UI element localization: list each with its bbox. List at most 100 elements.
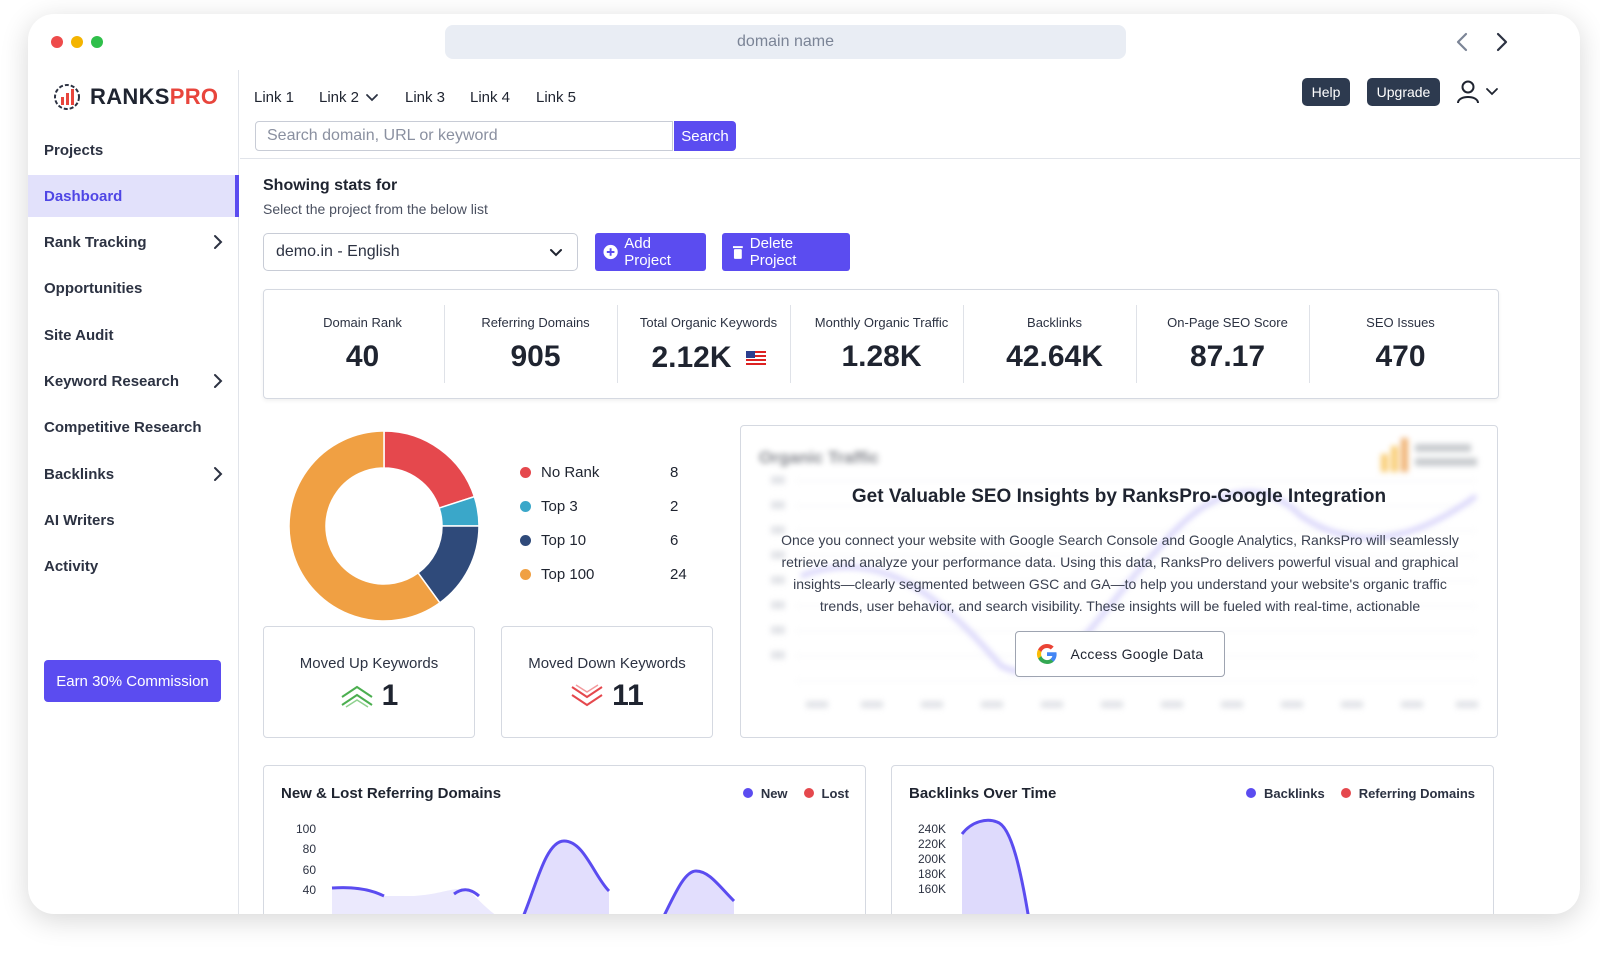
backlinks-chart-svg (960, 818, 1030, 914)
backlinks-chart-legend: Backlinks Referring Domains (1245, 786, 1475, 801)
user-icon (1457, 80, 1498, 104)
logo-icon (54, 84, 80, 110)
main-content: Link 1 Link 2 Link 3 Link 4 Link 5 Help … (240, 70, 1580, 914)
sidebar-item-backlinks[interactable]: Backlinks (28, 453, 239, 495)
moved-down-card: Moved Down Keywords 11 (501, 626, 713, 738)
sidebar-item-label: Projects (44, 141, 104, 159)
trash-icon (732, 245, 743, 259)
project-select[interactable]: demo.in - English (263, 233, 578, 271)
nav-link-4[interactable]: Link 4 (470, 89, 511, 106)
stat-value: 40 (345, 340, 380, 373)
sidebar-item-opportunities[interactable]: Opportunities (28, 267, 239, 309)
legend-top-10: Top 10 6 (520, 532, 678, 549)
moved-up-value: 1 (381, 679, 399, 712)
add-project-button[interactable]: Add Project (595, 233, 706, 271)
legend-top-100: Top 100 24 (520, 566, 687, 583)
header-divider (240, 158, 1580, 159)
moved-down-value-wrap: 11 (502, 679, 712, 713)
legend-lost[interactable]: Lost (803, 786, 849, 801)
stat-value: 470 (1375, 340, 1426, 373)
legend-label: New (760, 786, 788, 801)
stat-label: Backlinks (1027, 315, 1082, 330)
sidebar-item-dashboard[interactable]: Dashboard (28, 175, 239, 217)
sidebar-item-site-audit[interactable]: Site Audit (28, 314, 239, 356)
search-button[interactable]: Search (674, 121, 736, 151)
upgrade-button[interactable]: Upgrade (1367, 78, 1440, 106)
legend-value: 2 (670, 498, 679, 515)
sidebar-item-activity[interactable]: Activity (28, 545, 239, 587)
legend-top-3: Top 3 2 (520, 498, 678, 515)
double-chevron-up-icon (341, 685, 373, 708)
stat-divider (617, 305, 618, 383)
y-tick: 180K (917, 867, 946, 881)
referring-chart-svg (331, 839, 736, 914)
legend-value: 6 (670, 532, 679, 549)
stat-monthly-organic-traffic: Monthly Organic Traffic 1.28K (795, 290, 968, 400)
search-input[interactable] (256, 122, 672, 150)
stat-divider (790, 305, 791, 383)
legend-dot (520, 467, 531, 478)
moved-up-value-wrap: 1 (264, 679, 474, 713)
stat-label: SEO Issues (1366, 315, 1435, 330)
stat-divider (1136, 305, 1137, 383)
legend-dot (520, 501, 531, 512)
legend-label: Lost (821, 786, 849, 801)
nav-link-5[interactable]: Link 5 (536, 89, 577, 106)
donut-slice-top-100[interactable] (288, 430, 441, 622)
sidebar-item-rank-tracking[interactable]: Rank Tracking (28, 221, 239, 263)
sidebar-item-keyword-research[interactable]: Keyword Research (28, 360, 239, 402)
access-google-data-label: Access Google Data (1070, 646, 1204, 662)
chevron-down-icon[interactable] (365, 92, 379, 104)
sidebar-item-projects[interactable]: Projects (28, 129, 239, 171)
nav-link-2[interactable]: Link 2 (319, 89, 360, 106)
stat-seo-issues: SEO Issues 470 (1314, 290, 1487, 400)
forward-arrow-icon[interactable] (1488, 28, 1514, 56)
stat-domain-rank: Domain Rank 40 (276, 290, 449, 400)
chevron-right-icon (214, 235, 223, 249)
google-integration-card: Organic Traffic (740, 425, 1498, 738)
stat-divider (963, 305, 964, 383)
delete-project-label: Delete Project (749, 235, 797, 269)
sidebar-item-ai-writers[interactable]: AI Writers (28, 499, 239, 541)
y-tick: 100 (295, 822, 316, 836)
legend-dot (520, 535, 531, 546)
donut-slice-no-rank[interactable] (383, 430, 476, 510)
sidebar-item-label: Rank Tracking (44, 233, 147, 251)
help-button[interactable]: Help (1302, 78, 1350, 106)
stat-label: Total Organic Keywords (639, 315, 778, 330)
sidebar-item-label: Site Audit (44, 326, 114, 344)
stat-label: Domain Rank (323, 315, 402, 330)
legend-new[interactable]: New (742, 786, 788, 801)
legend-dot (742, 788, 753, 798)
sidebar-item-label: Activity (44, 557, 99, 575)
moved-up-label: Moved Up Keywords (299, 655, 439, 672)
stats-subheading: Select the project from the below list (263, 201, 488, 217)
access-google-data-button[interactable]: Access Google Data (1015, 631, 1225, 677)
minimize-dot[interactable] (71, 36, 83, 48)
back-arrow-icon[interactable] (1450, 28, 1476, 56)
nav-link-1[interactable]: Link 1 (254, 89, 295, 106)
close-dot[interactable] (51, 36, 63, 48)
maximize-dot[interactable] (91, 36, 103, 48)
stats-heading: Showing stats for (263, 177, 398, 194)
earn-commission-button[interactable]: Earn 30% Commission (44, 660, 221, 702)
ranks-pro-logo[interactable]: RANKSPRO (52, 82, 218, 112)
sidebar-item-label: Opportunities (44, 279, 143, 297)
delete-project-button[interactable]: Delete Project (722, 233, 850, 271)
stat-value: 42.64K (1006, 340, 1103, 373)
moved-down-value: 11 (612, 679, 644, 712)
address-bar[interactable]: domain name (445, 25, 1126, 59)
user-menu[interactable] (1454, 78, 1514, 106)
chevron-down-icon (550, 249, 562, 257)
stat-value: 87.17 (1189, 340, 1266, 373)
nav-link-3[interactable]: Link 3 (405, 89, 446, 106)
stat-value-wrap: 2.12K (622, 338, 795, 378)
legend-referring-domains[interactable]: Referring Domains (1340, 786, 1475, 801)
legend-backlinks[interactable]: Backlinks (1245, 786, 1325, 801)
legend-dot (803, 788, 814, 798)
search-field[interactable] (255, 121, 673, 151)
referring-chart-title: New & Lost Referring Domains (281, 785, 502, 802)
sidebar-item-competitive-research[interactable]: Competitive Research (28, 406, 239, 448)
stat-value: 905 (510, 340, 561, 373)
y-tick: 240K (917, 822, 946, 836)
